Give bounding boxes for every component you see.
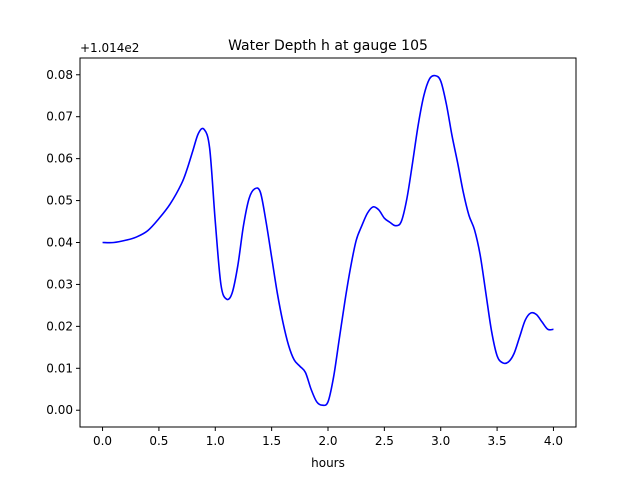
x-axis-label: hours: [311, 456, 345, 470]
x-tick-label: 3.5: [488, 434, 507, 448]
x-tick-label: 0.0: [93, 434, 112, 448]
x-tick-label: 2.5: [375, 434, 394, 448]
plot-frame: [79, 57, 577, 428]
x-tick-label: 3.0: [431, 434, 450, 448]
y-tick-label: 0.03: [46, 277, 73, 291]
y-axis-offset-label: +1.014e2: [80, 41, 139, 55]
x-tick-label: 1.0: [206, 434, 225, 448]
y-tick-label: 0.02: [46, 319, 73, 333]
plot-area: 0.0 0.5 1.0 1.5 2.0 2.5 3.0 3.5 4.0 0.00 0.01 0.02 0…: [46, 57, 577, 448]
y-tick-label: 0.06: [46, 152, 73, 166]
x-tick-label: 0.5: [149, 434, 168, 448]
x-tick-label: 2.0: [318, 434, 337, 448]
x-tick-label: 4.0: [544, 434, 563, 448]
y-tick-label: 0.08: [46, 68, 73, 82]
series-line: [102, 74, 554, 407]
y-tick-label: 0.07: [46, 110, 73, 124]
chart-title: Water Depth h at gauge 105: [228, 38, 428, 54]
y-tick-label: 0.04: [46, 236, 73, 250]
y-tick-label: 0.01: [46, 361, 73, 375]
y-tick-label: 0.05: [46, 194, 73, 208]
x-tick-label: 1.5: [262, 434, 281, 448]
y-tick-label: 0.00: [46, 403, 73, 417]
